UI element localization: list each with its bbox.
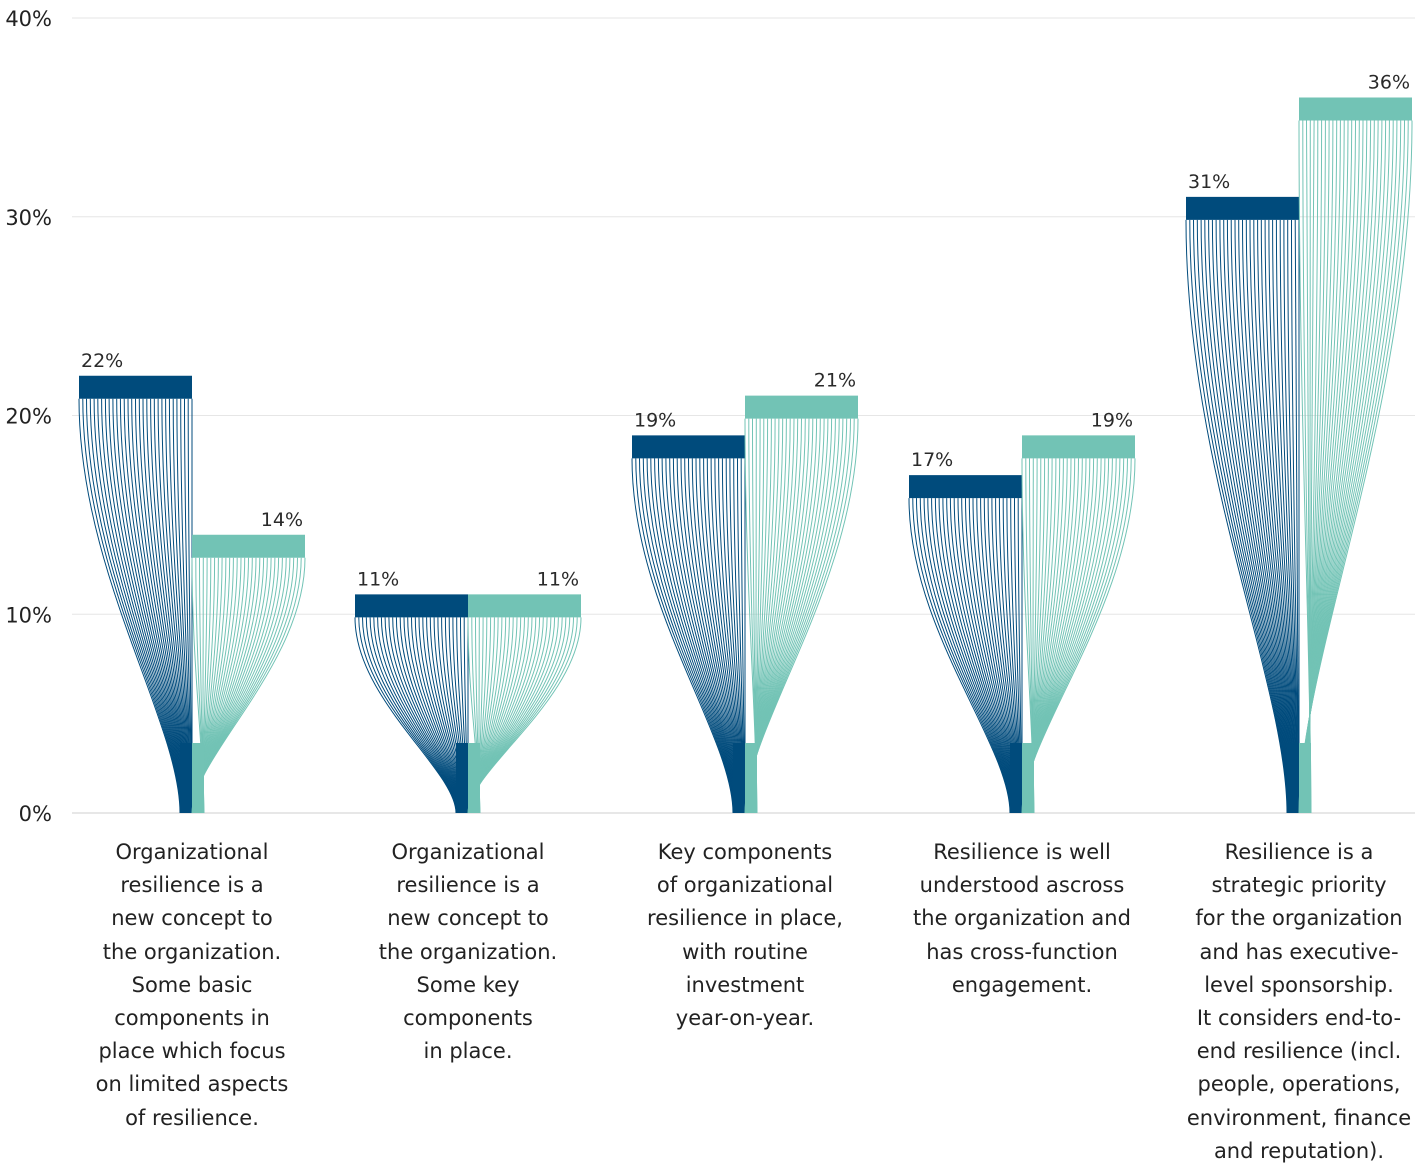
bar-stem (468, 743, 480, 813)
bar-strand (1211, 219, 1291, 814)
bar-cap (745, 395, 858, 419)
bar-strand (108, 398, 184, 814)
bar-strand (1219, 219, 1292, 814)
bar-stem (1010, 743, 1022, 813)
bar-strand (650, 458, 736, 814)
bar-strand (934, 498, 1014, 814)
y-tick-label: 10% (5, 603, 52, 627)
bar-strand (916, 498, 1012, 814)
bar-1 (78, 375, 193, 814)
bar-strand (912, 498, 1011, 814)
bar-cap (1186, 196, 1299, 220)
bar-cap (355, 594, 468, 618)
bar-strand (97, 398, 183, 814)
bar-strand (661, 458, 737, 814)
bar-strand (89, 398, 182, 814)
bar-strand (1185, 219, 1288, 814)
bar-strand (654, 458, 736, 814)
bar-strand (82, 398, 181, 814)
bar-2 (191, 534, 306, 814)
bar-1 (354, 594, 469, 814)
bar-2 (744, 395, 859, 814)
bar-cap (632, 435, 745, 459)
bar-strand (938, 498, 1014, 814)
bar-stem (1287, 743, 1299, 813)
data-label: 31% (1188, 171, 1230, 193)
bar-strand (78, 398, 181, 814)
bar-cap (192, 534, 305, 558)
bar-strand (93, 398, 183, 814)
bar-strand (657, 458, 737, 814)
bar-strand (101, 398, 183, 814)
bar-cap (468, 594, 581, 618)
data-label: 21% (814, 370, 856, 392)
bar-strand (104, 398, 184, 814)
bar-1 (631, 435, 746, 814)
y-tick-label: 20% (5, 405, 52, 429)
bar-strand (635, 458, 734, 814)
bar-2 (467, 594, 582, 814)
bar-strand (86, 398, 182, 814)
bar-stem (180, 743, 192, 813)
bar-strand (919, 498, 1012, 814)
bar-stem (733, 743, 745, 813)
bar-stem (1299, 743, 1311, 813)
bar-strand (1204, 219, 1290, 814)
data-label: 11% (357, 568, 399, 590)
category-label: Resilience is well understood ascross th… (913, 840, 1131, 997)
data-label: 19% (1091, 409, 1133, 431)
bars (78, 97, 1413, 814)
bar-strand (746, 418, 840, 814)
y-axis: 0% 10% 20% 30% 40% (5, 7, 52, 826)
bar-cap (909, 475, 1022, 499)
bar-stem (456, 743, 468, 813)
bar-strand (1193, 219, 1289, 814)
bar-strand (908, 498, 1011, 814)
data-label: 36% (1368, 72, 1410, 94)
category-label: Key components of organizational resilie… (647, 840, 843, 1031)
bar-strand (923, 498, 1013, 814)
data-label: 22% (81, 350, 123, 372)
bar-strand (1189, 219, 1288, 814)
bar-stem (745, 743, 757, 813)
bar-2 (1021, 435, 1136, 814)
bar-stem (1022, 743, 1034, 813)
data-labels: 22% 14% 11% 11% 19% 21% 17% 19% 31% 36% (81, 72, 1410, 591)
category-label: Resilience is a strategic priority for t… (1186, 840, 1412, 1163)
bar-strand (193, 557, 287, 814)
bar-strand (1300, 120, 1394, 814)
bar-strand (1215, 219, 1291, 814)
bar-stem (192, 743, 204, 813)
bar-strand (631, 458, 734, 814)
bar-strand (639, 458, 735, 814)
bar-strand (1023, 458, 1117, 814)
bar-cap (1299, 97, 1412, 121)
y-tick-label: 40% (5, 7, 52, 31)
bar-strand (1298, 120, 1413, 814)
bar-strand (1208, 219, 1290, 814)
category-label: Organizational resilience is a new conce… (95, 840, 289, 1130)
bar-strand (927, 498, 1013, 814)
bar-2 (1298, 97, 1413, 814)
bar-strand (642, 458, 735, 814)
category-label: Organizational resilience is a new conce… (378, 840, 558, 1064)
bar-strand (646, 458, 736, 814)
bar-strand (469, 617, 563, 814)
data-label: 17% (911, 449, 953, 471)
data-label: 14% (261, 509, 303, 531)
bar-strand (1200, 219, 1290, 814)
data-label: 11% (537, 568, 579, 590)
bar-strand (1196, 219, 1289, 814)
bar-cap (1022, 435, 1135, 459)
bar-cap (79, 375, 192, 399)
bar-strand (931, 498, 1013, 814)
bar-1 (908, 475, 1023, 814)
y-tick-label: 30% (5, 206, 52, 230)
data-label: 19% (634, 409, 676, 431)
y-tick-label: 0% (19, 802, 52, 826)
bar-1 (1185, 196, 1300, 814)
